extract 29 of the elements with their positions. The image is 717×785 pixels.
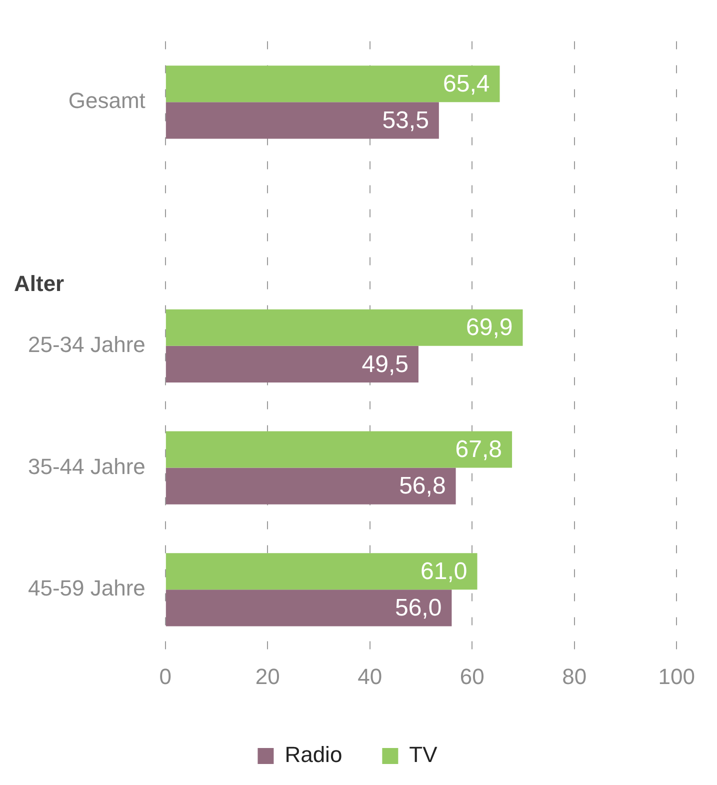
data-label: 67,8 — [455, 436, 502, 464]
data-label: 65,4 — [443, 70, 490, 98]
bar — [166, 431, 512, 468]
bar — [166, 590, 452, 626]
x-tick-label: 100 — [658, 664, 696, 689]
bar — [166, 66, 500, 102]
bar — [166, 468, 456, 504]
y-tick-label: Gesamt — [68, 88, 146, 114]
x-tick-label: 60 — [460, 664, 484, 689]
data-label: 61,0 — [420, 558, 468, 586]
legend-label: Radio — [284, 742, 342, 768]
x-tick-label: 40 — [358, 664, 382, 689]
x-tick-label: 20 — [255, 664, 280, 689]
data-label: 53,5 — [382, 107, 429, 134]
y-tick-label: 25-34 Jahre — [28, 332, 146, 357]
bar — [166, 553, 478, 590]
text: Alter — [14, 271, 65, 296]
x-tick-label: 0 — [159, 664, 172, 689]
data-label: 49,5 — [362, 350, 408, 378]
data-label: 56,8 — [399, 472, 446, 500]
x-tick-label: 80 — [562, 664, 587, 689]
data-label: 56,0 — [394, 594, 442, 622]
bar — [166, 102, 439, 139]
y-tick-label: 45-59 Jahre — [28, 576, 146, 601]
bar — [166, 346, 418, 382]
legend-label: TV — [409, 742, 438, 768]
y-tick-label: 35-44 Jahre — [28, 454, 146, 479]
bar — [166, 309, 523, 346]
data-label: 69,9 — [466, 314, 513, 342]
